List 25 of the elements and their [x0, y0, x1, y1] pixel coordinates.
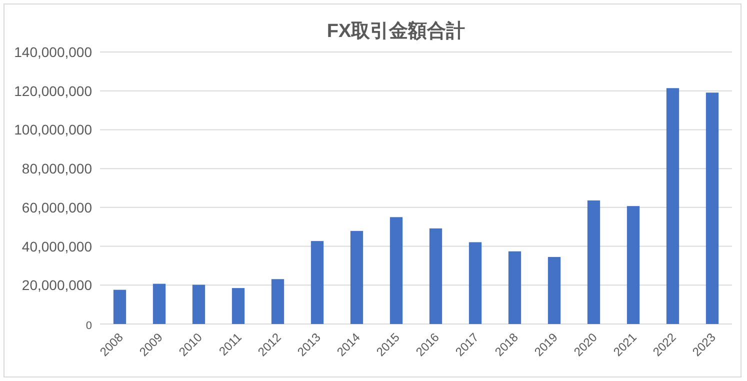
- bar: [706, 92, 719, 324]
- y-tick-label: 140,000,000: [14, 44, 92, 60]
- bar: [390, 217, 403, 324]
- bar: [468, 242, 482, 324]
- y-tick-label: 20,000,000: [22, 277, 92, 294]
- bar: [113, 290, 126, 324]
- chart-title: FX取引金額合計: [326, 20, 466, 42]
- bar: [508, 251, 522, 324]
- bar: [587, 200, 600, 324]
- bar: [626, 206, 640, 324]
- bar: [232, 288, 245, 324]
- y-tick-label: 0: [86, 320, 92, 332]
- y-tick-label: 40,000,000: [22, 238, 92, 254]
- bar: [350, 230, 364, 324]
- y-tick-label: 120,000,000: [14, 82, 92, 99]
- y-tick-label: 80,000,000: [22, 160, 92, 177]
- bar: [310, 241, 324, 324]
- y-tick-label: 100,000,000: [14, 122, 92, 138]
- bar: [152, 284, 166, 324]
- y-tick-label: 60,000,000: [22, 199, 92, 216]
- bar: [192, 284, 206, 324]
- bar: [548, 256, 561, 324]
- bar: [429, 228, 442, 324]
- bar: [666, 88, 680, 324]
- bar: [271, 279, 284, 324]
